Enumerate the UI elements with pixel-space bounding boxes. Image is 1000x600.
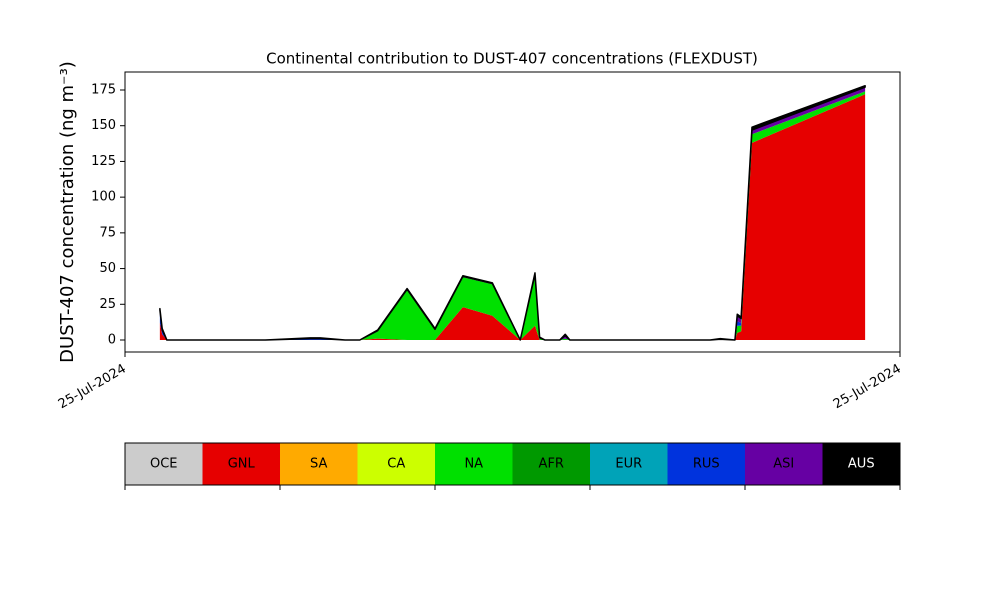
legend-label: CA xyxy=(387,457,405,472)
legend-swatch xyxy=(667,443,745,485)
y-tick-label: 50 xyxy=(99,261,116,276)
legend-swatch xyxy=(280,443,358,485)
legend-label: SA xyxy=(310,457,327,472)
area xyxy=(159,94,866,341)
y-tick-label: 75 xyxy=(99,225,116,240)
legend-swatch xyxy=(745,443,823,485)
legend-label: AFR xyxy=(539,457,564,472)
y-tick-label: 0 xyxy=(108,333,116,348)
y-axis-label: DUST-407 concentration (ng m⁻³) xyxy=(57,61,78,363)
legend-label: NA xyxy=(464,457,483,472)
legend-swatch xyxy=(435,443,513,485)
y-tick-label: 125 xyxy=(91,154,116,169)
area xyxy=(159,84,866,341)
legend-label: RUS xyxy=(693,457,720,472)
legend-swatch xyxy=(202,443,280,485)
axes-frame xyxy=(124,71,901,353)
plot-area xyxy=(159,84,866,341)
y-tick-label: 25 xyxy=(99,297,116,312)
legend-label: EUR xyxy=(615,457,642,472)
legend-label: GNL xyxy=(228,457,256,472)
y-tick-label: 150 xyxy=(91,118,116,133)
legend-swatch xyxy=(125,443,203,485)
y-tick-label: 175 xyxy=(91,83,116,98)
legend-label: ASI xyxy=(773,457,794,472)
legend-label: AUS xyxy=(848,457,875,472)
legend-label: OCE xyxy=(150,457,178,472)
legend-swatch xyxy=(357,443,435,485)
colorbar-legend: OCE GNL SA CA NA AFR EUR RUS ASI AUS xyxy=(124,442,901,490)
colorbar-frame xyxy=(124,442,901,486)
legend-swatch xyxy=(512,443,590,485)
y-tick-label: 100 xyxy=(91,190,116,205)
legend-swatch xyxy=(822,443,900,485)
legend-swatch xyxy=(590,443,668,485)
chart-title: Continental contribution to DUST-407 con… xyxy=(266,50,758,68)
